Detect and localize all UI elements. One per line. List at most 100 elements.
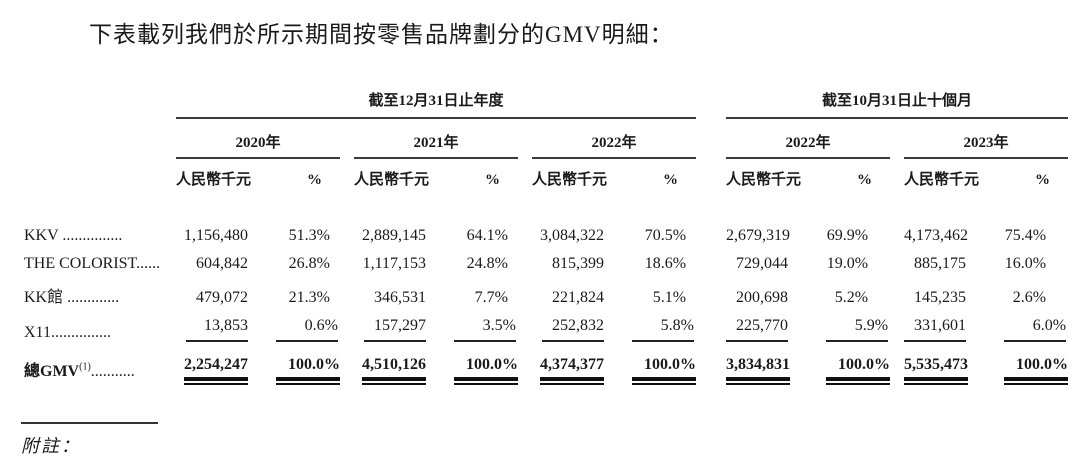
amount-header: 人民幣千元 xyxy=(532,172,608,188)
dot-leader: ...... xyxy=(136,255,161,272)
total-percent-cell: 100.0% xyxy=(276,347,340,386)
brand-name: KKV xyxy=(24,227,59,244)
gmv-value-cell: 2,679,319 xyxy=(726,227,791,244)
section-spacer xyxy=(696,118,726,158)
brand-name: KK館 xyxy=(24,289,64,306)
gmv-table: 截至12月31日止年度 截至10月31日止十個月 2020年 2021年 202… xyxy=(24,73,1069,386)
underlined-value: 13,853 xyxy=(186,317,248,342)
notes-label: 附註： xyxy=(21,436,81,456)
brand-label: KKV ............... xyxy=(24,191,176,250)
amount-header: 人民幣千元 xyxy=(354,172,430,188)
gmv-percent-cell: 5.8% xyxy=(632,312,696,347)
column-spacer xyxy=(340,191,354,250)
gmv-value-cell: 3,084,322 xyxy=(540,227,604,244)
underlined-value: 225,770 xyxy=(726,317,789,342)
total-value-cell: 5,535,473 xyxy=(904,347,1004,386)
section-spacer xyxy=(696,250,726,278)
footnote-marker: (1) xyxy=(79,361,91,373)
brand-label: THE COLORIST...... xyxy=(24,250,176,278)
gmv-percent-cell: 26.8% xyxy=(288,255,330,272)
column-spacer xyxy=(890,278,904,312)
gmv-value-cell: 200,698 xyxy=(736,289,789,306)
gmv-percent-cell: 24.8% xyxy=(466,255,508,272)
column-spacer xyxy=(890,347,904,386)
gmv-percent-cell: 69.9% xyxy=(826,227,869,244)
gmv-value-cell: 604,842 xyxy=(196,255,248,272)
gmv-percent-cell: 6.0% xyxy=(1004,312,1068,347)
column-spacer xyxy=(340,250,354,278)
dot-leader: ........... xyxy=(90,363,135,380)
gmv-percent-cell: 2.6% xyxy=(1012,289,1047,306)
total-name: 總GMV xyxy=(24,363,80,380)
double-underlined-value: 4,374,377 xyxy=(540,356,604,385)
double-underlined-value: 100.0% xyxy=(276,356,340,385)
underlined-value: 6.0% xyxy=(1004,317,1067,342)
underlined-value: 252,832 xyxy=(542,317,604,342)
table-row-x11: X11............... 13,853 0.6% 157,297 3… xyxy=(24,312,1068,347)
gmv-value-cell: 1,156,480 xyxy=(184,227,248,244)
gmv-percent-cell: 5.1% xyxy=(652,289,687,306)
gmv-value-cell: 157,297 xyxy=(354,312,454,347)
column-spacer xyxy=(518,158,532,191)
column-spacer xyxy=(518,312,532,347)
column-spacer xyxy=(518,118,532,158)
column-spacer xyxy=(890,158,904,191)
gmv-percent-cell: 64.1% xyxy=(466,227,508,244)
gmv-percent-cell: 21.3% xyxy=(288,289,330,306)
underlined-value: 331,601 xyxy=(904,317,967,342)
gmv-percent-cell: 5.9% xyxy=(826,312,890,347)
year-header-2022-10m: 2022年 xyxy=(726,118,891,159)
amount-header: 人民幣千元 xyxy=(726,172,802,188)
gmv-value-cell: 221,824 xyxy=(552,289,604,306)
double-underlined-value: 4,510,126 xyxy=(362,356,426,385)
section-spacer xyxy=(696,278,726,312)
gmv-percent-cell: 0.6% xyxy=(276,312,340,347)
dot-leader: ............... xyxy=(58,227,123,244)
section-spacer xyxy=(696,73,726,118)
amount-header: 人民幣千元 xyxy=(904,172,980,188)
total-percent-cell: 100.0% xyxy=(826,347,891,386)
double-underlined-value: 100.0% xyxy=(454,356,518,385)
gmv-value-cell: 145,235 xyxy=(914,289,967,306)
total-value-cell: 4,510,126 xyxy=(354,347,454,386)
empty-cell xyxy=(24,158,176,191)
gmv-value-cell: 252,832 xyxy=(532,312,632,347)
section-spacer xyxy=(696,312,726,347)
column-spacer xyxy=(890,191,904,250)
gmv-percent-cell: 51.3% xyxy=(288,227,330,244)
double-underlined-value: 100.0% xyxy=(1004,356,1069,385)
percent-header: % xyxy=(485,172,500,188)
total-row: 總GMV(1)........... 2,254,247 100.0% 4,51… xyxy=(24,347,1069,386)
table-row-kkv: KKV ............... 1,156,480 51.3% 2,88… xyxy=(24,191,1068,250)
brand-label: X11............... xyxy=(24,312,176,347)
brand-name: X11 xyxy=(24,324,51,341)
column-spacer xyxy=(340,118,354,158)
column-spacer xyxy=(518,347,532,386)
double-underlined-value: 5,535,473 xyxy=(904,356,969,385)
column-spacer xyxy=(518,278,532,312)
gmv-value-cell: 346,531 xyxy=(374,289,426,306)
period-header-row: 截至12月31日止年度 截至10月31日止十個月 xyxy=(24,73,1069,119)
unit-header-row: 人民幣千元 % 人民幣千元 % 人民幣千元 % 人民幣千元 % 人民幣千元 % xyxy=(24,158,1068,191)
year-header-2021: 2021年 xyxy=(354,118,518,159)
gmv-value-cell: 815,399 xyxy=(552,255,604,272)
dot-leader: ............. xyxy=(63,289,120,306)
year-header-2023-10m: 2023年 xyxy=(904,118,1069,159)
column-spacer xyxy=(890,250,904,278)
gmv-percent-cell: 70.5% xyxy=(644,227,687,244)
section-spacer xyxy=(696,347,726,386)
column-spacer xyxy=(518,191,532,250)
column-spacer xyxy=(340,347,354,386)
total-value-cell: 3,834,831 xyxy=(726,347,826,386)
empty-cell xyxy=(24,73,176,118)
gmv-value-cell: 885,175 xyxy=(914,255,967,272)
year-header-2020: 2020年 xyxy=(176,118,340,159)
percent-header: % xyxy=(307,172,322,188)
gmv-percent-cell: 7.7% xyxy=(474,289,508,306)
total-percent-cell: 100.0% xyxy=(454,347,518,386)
column-spacer xyxy=(890,118,904,158)
double-underlined-value: 100.0% xyxy=(632,356,696,385)
gmv-percent-cell: 75.4% xyxy=(1004,227,1047,244)
table-row-the-colorist: THE COLORIST...... 604,842 26.8% 1,117,1… xyxy=(24,250,1068,278)
